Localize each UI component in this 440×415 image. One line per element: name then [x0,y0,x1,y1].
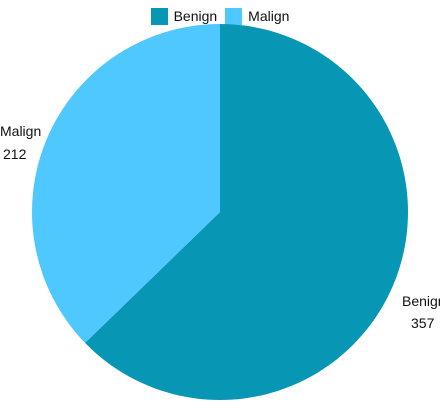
legend-item-benign: Benign [150,7,218,25]
legend-label-benign: Benign [173,8,218,24]
legend-swatch-benign [150,7,168,25]
pie-slice-benign [85,24,409,401]
legend-swatch-malign [225,7,243,25]
slice-label-malign-value: 212 [3,146,27,162]
slice-labels: Benign 357 Malign 212 [0,123,440,331]
slice-label-benign-value: 357 [411,315,435,331]
slice-label-malign-name: Malign [0,123,41,139]
slice-label-benign-name: Benign [402,293,440,309]
legend-label-malign: Malign [248,8,290,24]
legend-item-malign: Malign [225,7,289,25]
pie-slice-malign [32,24,220,343]
legend: Benign Malign [0,7,440,25]
pie-slices [32,24,409,401]
